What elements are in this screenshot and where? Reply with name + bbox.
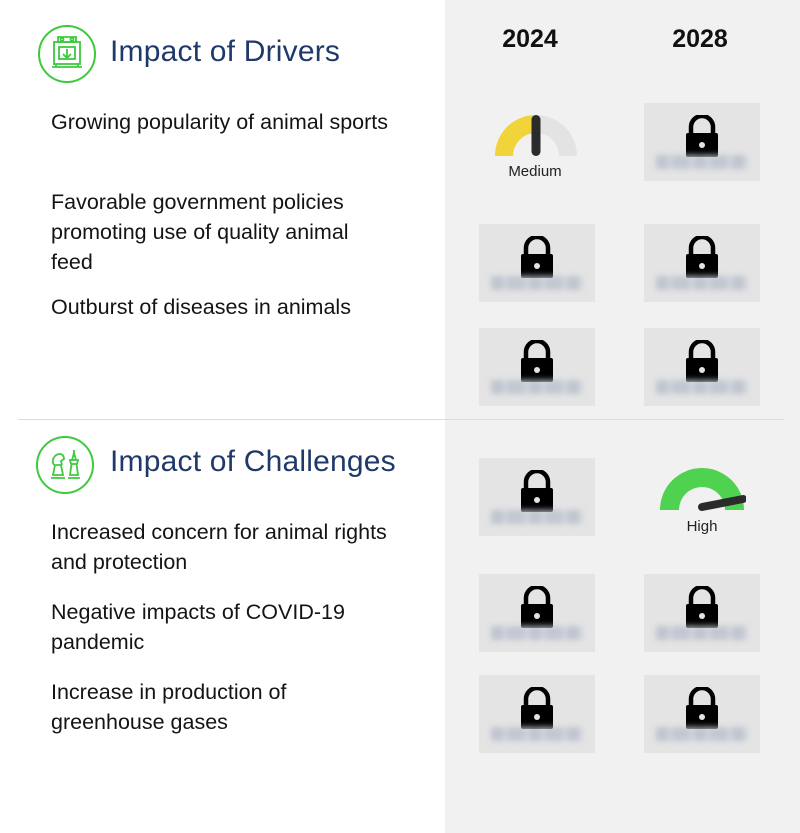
driver-item-1: Growing popularity of animal sports [51, 110, 388, 134]
machine-icon [38, 25, 96, 83]
year-header-2024: 2024 [502, 25, 558, 53]
lock-icon [521, 236, 553, 278]
locked-value-box[interactable] [479, 328, 595, 406]
challenges-title: Impact of Challenges [110, 445, 396, 478]
locked-value-box[interactable] [479, 574, 595, 652]
locked-value-box[interactable] [479, 458, 595, 536]
locked-value-box[interactable] [479, 675, 595, 753]
driver-item-3: Outburst of diseases in animals [51, 295, 351, 319]
locked-value-box[interactable] [644, 328, 760, 406]
challenge-item-2: Negative impacts of COVID-19 pandemic [51, 600, 345, 654]
gauge-medium-label: Medium [508, 163, 562, 180]
gauge-medium-icon [495, 115, 577, 156]
gauge-high-icon [660, 468, 746, 511]
lock-icon [686, 687, 718, 729]
drivers-title: Impact of Drivers [110, 35, 341, 68]
challenge-item-3: Increase in production of greenhouse gas… [51, 680, 287, 734]
section-divider [18, 419, 784, 420]
lock-icon [686, 340, 718, 382]
year-header-2028: 2028 [672, 25, 728, 53]
gauge-high-label: High [686, 518, 718, 535]
locked-value-box[interactable] [644, 574, 760, 652]
driver-item-2: Favorable government policies promoting … [51, 190, 349, 274]
lock-icon [521, 687, 553, 729]
locked-value-box[interactable] [644, 224, 760, 302]
locked-value-box[interactable] [479, 224, 595, 302]
chess-pieces-icon [36, 436, 94, 494]
lock-icon [521, 586, 553, 628]
challenge-item-1: Increased concern for animal rights and … [51, 520, 387, 574]
locked-value-box[interactable] [644, 103, 760, 181]
lock-icon [686, 236, 718, 278]
lock-icon [521, 340, 553, 382]
lock-icon [686, 586, 718, 628]
lock-icon [521, 470, 553, 512]
locked-value-box[interactable] [644, 675, 760, 753]
lock-icon [686, 115, 718, 157]
